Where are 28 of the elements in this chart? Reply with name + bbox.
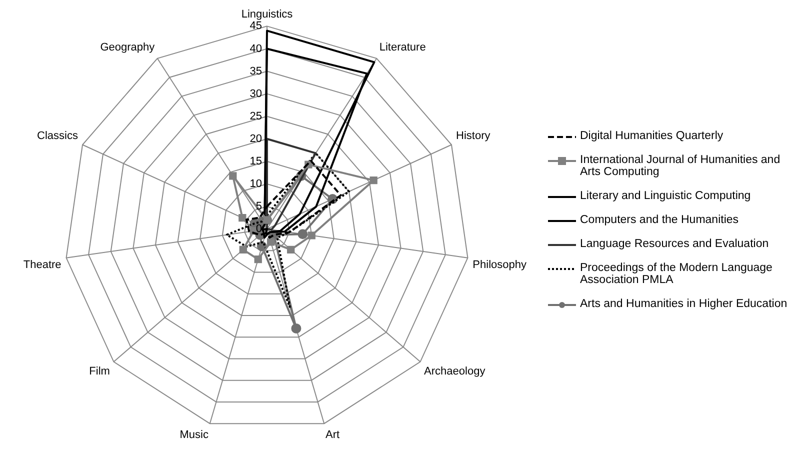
legend-label: Computers and the Humanities [580, 214, 739, 226]
y-tick-label: 0 [256, 223, 262, 236]
legend-label: Arts and Humanities in Higher Education [580, 298, 788, 310]
spoke-label: Philosophy [472, 259, 527, 272]
y-tick-label: 20 [250, 132, 262, 145]
spoke-label: Theatre [23, 259, 62, 272]
spoke-label: Linguistics [241, 8, 294, 21]
spoke-label: Archaeology [424, 366, 486, 378]
legend-label: Language Resources and Evaluation [580, 238, 769, 250]
y-tick-label: 45 [250, 20, 262, 32]
legend-label: Proceedings of the Modern Language Association PMLA [580, 262, 774, 286]
legend-label: Digital Humanities Quarterly [580, 130, 724, 142]
spoke-label: Classics [37, 130, 78, 142]
y-tick-label: 5 [256, 200, 262, 212]
legend-label: Literary and Linguistic Computing [580, 190, 751, 202]
y-tick-label: 15 [250, 155, 262, 168]
y-tick-label: 40 [250, 42, 262, 55]
y-tick-label: 10 [250, 178, 262, 190]
spoke-label: Art [326, 429, 340, 442]
spoke-label: Literature [379, 42, 426, 54]
spoke-label: Film [89, 366, 110, 378]
y-tick-label: 30 [250, 88, 262, 100]
spoke-label: History [456, 130, 491, 142]
y-tick-label: 25 [250, 110, 262, 122]
spoke-label: Music [180, 429, 209, 442]
legend-label: International Journal of Humanities and Arts Computing [580, 154, 782, 178]
y-tick-label: 35 [250, 65, 262, 78]
spoke-label: Geography [100, 42, 156, 54]
